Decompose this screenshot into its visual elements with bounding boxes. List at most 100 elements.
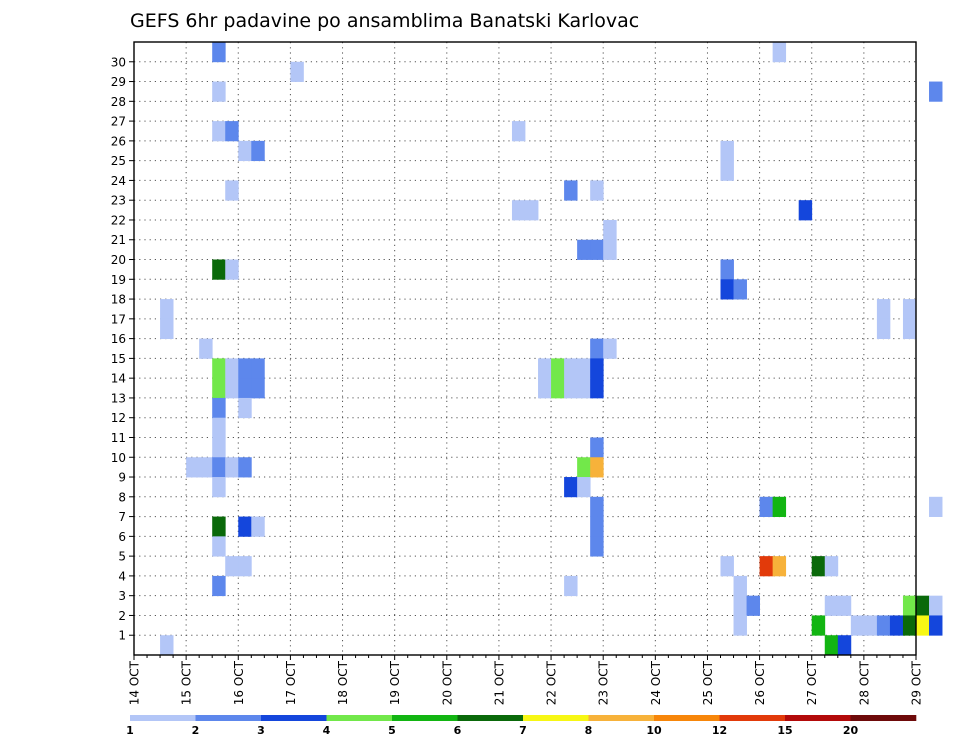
heatmap-cell	[759, 496, 774, 517]
heatmap-cell	[603, 239, 617, 260]
heatmap-cell	[238, 516, 252, 537]
y-tick-label: 22	[111, 213, 126, 227]
heatmap-cell	[837, 595, 852, 616]
heatmap-cell	[212, 516, 226, 537]
colorbar-segment	[261, 715, 327, 721]
heatmap-cell	[590, 180, 604, 201]
heatmap-cell	[212, 81, 226, 102]
y-tick-label: 16	[111, 332, 126, 346]
heatmap-cell	[603, 338, 617, 359]
colorbar-label: 5	[388, 724, 396, 737]
colorbar-segment	[457, 715, 524, 721]
heatmap-cell	[225, 457, 239, 478]
y-tick-label: 20	[111, 253, 126, 267]
heatmap-cell	[160, 635, 174, 656]
heatmap-cell	[720, 160, 734, 181]
y-tick-label: 24	[111, 174, 126, 188]
heatmap-cell	[212, 121, 226, 142]
heatmap-cell	[876, 299, 891, 320]
heatmap-cell	[590, 358, 604, 379]
colorbar-label: 8	[585, 724, 593, 737]
y-tick-label: 23	[111, 194, 126, 208]
heatmap-cells	[160, 42, 943, 656]
colorbar-segment	[523, 715, 589, 721]
heatmap-cell	[160, 318, 174, 340]
y-tick-label: 28	[111, 95, 126, 109]
heatmap-cell	[238, 140, 252, 162]
y-tick-label: 1	[118, 629, 126, 643]
colorbar-segment	[850, 715, 917, 721]
colorbar-label: 20	[843, 724, 859, 737]
heatmap-cell	[225, 180, 239, 201]
heatmap-cell	[929, 595, 943, 616]
heatmap-cell	[720, 556, 734, 577]
heatmap-cell	[902, 299, 917, 320]
colorbar-label: 15	[777, 724, 792, 737]
heatmap-cell	[225, 259, 239, 280]
heatmap-cell	[212, 536, 226, 557]
heatmap-cell	[238, 457, 252, 478]
x-tick-label: 18 OCT	[336, 660, 350, 705]
heatmap-cell	[746, 595, 760, 616]
y-tick-label: 11	[111, 431, 126, 445]
heatmap-cell	[590, 437, 604, 458]
y-tick-label: 25	[111, 154, 126, 168]
y-tick-label: 7	[118, 510, 126, 524]
heatmap-cell	[850, 615, 865, 636]
heatmap-cell	[577, 457, 591, 478]
heatmap-cell	[811, 556, 826, 577]
heatmap-cell	[238, 397, 252, 419]
heatmap-cell	[929, 496, 943, 517]
heatmap-cell	[212, 397, 226, 419]
heatmap-cell	[564, 378, 578, 399]
heatmap-cell	[186, 457, 200, 478]
heatmap-cell	[772, 556, 787, 577]
x-tick-label: 19 OCT	[388, 660, 402, 705]
heatmap-cell	[902, 595, 917, 616]
colorbar-segment	[392, 715, 458, 721]
heatmap-cell	[720, 140, 734, 162]
heatmap-cell	[212, 437, 226, 458]
colorbar-segment	[588, 715, 655, 721]
heatmap-cell	[759, 556, 774, 577]
colorbar-segment	[719, 715, 786, 721]
heatmap-cell	[824, 556, 839, 577]
heatmap-cell	[929, 615, 943, 636]
y-tick-label: 29	[111, 75, 126, 89]
heatmap-cell	[199, 457, 213, 478]
x-tick-label: 29 OCT	[910, 660, 924, 705]
heatmap-cell	[590, 239, 604, 260]
colorbar-label: 3	[257, 724, 265, 737]
y-tick-label: 8	[118, 490, 126, 504]
y-tick-label: 2	[118, 609, 126, 623]
heatmap-cell	[590, 378, 604, 399]
heatmap-cell	[251, 358, 265, 379]
colorbar-segment	[785, 715, 851, 721]
heatmap-cell	[225, 121, 239, 142]
colorbar-legend: 1 2 3 4 5 6 7 8 10 12 15 20	[126, 715, 917, 737]
heatmap-cell	[212, 378, 226, 399]
x-tick-label: 21 OCT	[492, 660, 506, 705]
heatmap-cell	[564, 477, 578, 498]
heatmap-cell	[577, 378, 591, 399]
heatmap-cell	[538, 378, 552, 399]
x-tick-label: 25 OCT	[701, 660, 715, 705]
heatmap-cell	[238, 378, 252, 399]
colorbar-label: 2	[192, 724, 200, 737]
heatmap-cell	[824, 595, 839, 616]
heatmap-cell	[902, 318, 917, 340]
heatmap-cell	[551, 358, 565, 379]
colorbar-label: 4	[323, 724, 331, 737]
y-tick-label: 13	[111, 391, 126, 405]
y-tick-label: 4	[118, 569, 126, 583]
heatmap-cell	[720, 259, 734, 280]
heatmap-cell	[590, 496, 604, 517]
grid-lines	[134, 42, 916, 655]
x-tick-label: 17 OCT	[284, 660, 298, 705]
heatmap-cell	[577, 477, 591, 498]
x-tick-label: 15 OCT	[180, 660, 194, 705]
x-tick-label: 16 OCT	[232, 660, 246, 705]
heatmap-cell	[772, 42, 787, 63]
y-tick-label: 14	[111, 372, 126, 386]
